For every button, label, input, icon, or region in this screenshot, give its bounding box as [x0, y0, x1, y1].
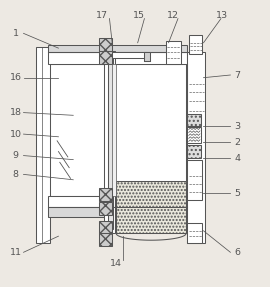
Bar	[189, 35, 202, 53]
Bar	[99, 233, 112, 246]
Text: 4: 4	[234, 154, 240, 163]
Text: 1: 1	[12, 29, 18, 38]
Bar	[187, 127, 201, 144]
Bar	[99, 188, 112, 201]
Bar	[166, 41, 181, 64]
Text: 3: 3	[234, 121, 240, 131]
Bar	[187, 52, 205, 243]
Bar	[108, 56, 113, 229]
Bar	[48, 45, 187, 52]
Bar	[99, 202, 112, 215]
Text: 12: 12	[167, 11, 179, 20]
Bar	[99, 38, 112, 51]
Bar	[187, 145, 201, 158]
Bar	[112, 52, 147, 58]
Text: 15: 15	[133, 11, 145, 20]
Bar	[36, 47, 50, 243]
Bar	[187, 114, 201, 126]
Bar	[99, 221, 112, 234]
Text: 5: 5	[234, 189, 240, 198]
Bar	[104, 51, 115, 234]
Text: 17: 17	[95, 11, 107, 20]
Bar	[116, 181, 186, 234]
Bar	[112, 64, 116, 196]
Bar	[187, 223, 202, 243]
Bar	[48, 196, 187, 207]
Text: 2: 2	[234, 138, 240, 147]
Bar	[48, 207, 187, 217]
Bar	[48, 52, 187, 64]
Text: 16: 16	[9, 73, 22, 82]
Text: 8: 8	[12, 170, 18, 179]
Text: 11: 11	[9, 248, 22, 257]
Text: 7: 7	[234, 71, 240, 79]
Text: 14: 14	[110, 259, 122, 267]
Text: 10: 10	[9, 130, 22, 139]
Bar	[144, 52, 150, 61]
Text: 13: 13	[216, 11, 228, 20]
Bar	[48, 64, 186, 196]
Text: 6: 6	[234, 248, 240, 257]
Bar	[187, 160, 202, 200]
Bar	[99, 51, 112, 64]
Text: 18: 18	[9, 108, 22, 117]
Text: 9: 9	[12, 151, 18, 160]
